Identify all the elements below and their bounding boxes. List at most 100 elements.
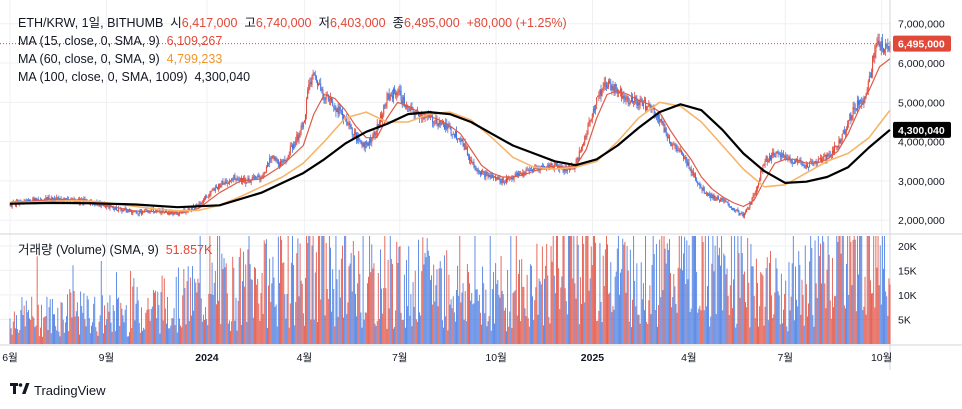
- volume-bar: [170, 325, 172, 344]
- volume-bar: [149, 320, 151, 344]
- ma100-legend[interactable]: MA (100, close, 0, SMA, 1009) 4,300,040: [18, 69, 250, 85]
- candle-body: [478, 171, 480, 173]
- volume-bar: [311, 245, 313, 344]
- volume-bar: [785, 280, 787, 344]
- volume-tick-label: 10K: [898, 290, 917, 302]
- volume-bar: [875, 236, 877, 344]
- symbol-title[interactable]: ETH/KRW, 1일, BITHUMB: [18, 16, 164, 30]
- volume-bar: [113, 310, 115, 344]
- volume-bar: [687, 279, 689, 344]
- candle-body: [454, 131, 456, 137]
- volume-bar: [205, 307, 207, 344]
- candle-body: [201, 202, 203, 204]
- volume-bar: [290, 262, 292, 344]
- volume-bar: [557, 236, 559, 344]
- volume-bar: [441, 320, 443, 344]
- candle-body: [798, 161, 800, 163]
- volume-bar: [92, 322, 94, 344]
- tradingview-branding[interactable]: TradingView: [10, 383, 106, 398]
- candle-body: [48, 197, 50, 200]
- time-axis[interactable]: 6월 9월 2024 4월 7월 10월 2025 4월 7월 10월: [2, 352, 892, 364]
- volume-bar: [454, 321, 456, 344]
- moving-average-lines: [9, 58, 891, 214]
- volume-bar: [787, 331, 789, 344]
- candle-body: [299, 130, 301, 137]
- volume-bar: [597, 320, 599, 344]
- volume-bar: [674, 286, 676, 344]
- volume-bar: [860, 236, 862, 344]
- volume-bar: [845, 308, 846, 344]
- ma-line-60: [9, 101, 891, 212]
- candle-body: [293, 144, 295, 149]
- ma15-legend[interactable]: MA (15, close, 0, SMA, 9) 6,109,267: [18, 33, 222, 49]
- candle-body: [817, 158, 819, 162]
- price-axis[interactable]: 7,000,0006,000,0005,000,0004,000,0003,00…: [898, 19, 945, 227]
- ma60-legend[interactable]: MA (60, close, 0, SMA, 9) 4,799,233: [18, 51, 222, 67]
- volume-bar: [348, 266, 350, 344]
- volume-bar: [308, 236, 310, 344]
- candle-body: [277, 159, 279, 165]
- volume-bar: [739, 297, 741, 344]
- candle-body: [374, 131, 376, 136]
- candle-body: [509, 178, 511, 180]
- volume-legend[interactable]: 거래량 (Volume) (SMA, 9) 51.857K: [18, 242, 212, 258]
- candle-body: [705, 193, 707, 195]
- volume-bar: [395, 310, 397, 344]
- volume-bar: [394, 326, 396, 344]
- volume-bar: [833, 307, 834, 344]
- candle-body: [465, 147, 467, 150]
- volume-bar: [319, 236, 321, 344]
- volume-bar: [528, 326, 530, 344]
- volume-bar: [150, 308, 152, 344]
- volume-bar: [188, 320, 190, 344]
- candle-body: [828, 154, 830, 156]
- volume-bar: [171, 318, 173, 344]
- ma100-value: 4,300,040: [194, 70, 251, 84]
- volume-bar: [854, 239, 856, 344]
- candle-body: [222, 180, 224, 184]
- volume-bar: [567, 236, 569, 344]
- candle-body: [393, 88, 395, 99]
- volume-bar: [853, 236, 855, 344]
- candle-body: [159, 208, 161, 214]
- volume-bar: [273, 277, 275, 344]
- volume-bar: [487, 321, 489, 344]
- time-tick-label: 6월: [2, 352, 18, 364]
- volume-bar: [376, 321, 378, 344]
- volume-bar: [122, 315, 124, 344]
- candle-body: [788, 157, 790, 159]
- candle-body: [225, 181, 227, 184]
- volume-bar: [440, 268, 442, 344]
- volume-bar: [827, 236, 829, 344]
- volume-bar: [230, 330, 231, 344]
- volume-bar: [403, 274, 405, 344]
- volume-bar: [806, 316, 808, 344]
- volume-bar: [346, 314, 348, 344]
- volume-bar: [672, 297, 674, 344]
- volume-bar: [749, 327, 751, 344]
- candle-body: [262, 174, 264, 178]
- candle-body: [825, 154, 827, 160]
- volume-bar: [390, 258, 392, 344]
- volume-bar: [302, 313, 304, 344]
- volume-bar: [156, 318, 158, 344]
- volume-bar: [215, 304, 217, 344]
- time-tick-label: 2025: [581, 352, 605, 364]
- candle-body: [589, 120, 591, 122]
- volume-bar: [287, 236, 289, 344]
- volume-bar: [475, 289, 477, 344]
- volume-bar: [477, 300, 479, 344]
- volume-bar: [751, 266, 753, 344]
- volume-bar: [514, 290, 516, 344]
- volume-bar: [31, 296, 33, 344]
- volume-bar: [852, 240, 854, 344]
- volume-bar: [225, 263, 227, 344]
- volume-bar: [30, 319, 32, 344]
- volume-bar: [14, 328, 16, 344]
- candle-body: [514, 173, 516, 177]
- volume-bar: [271, 283, 273, 344]
- volume-bar: [261, 272, 263, 344]
- volume-bar: [654, 309, 656, 344]
- volume-bar: [848, 295, 850, 344]
- candle-body: [175, 211, 177, 213]
